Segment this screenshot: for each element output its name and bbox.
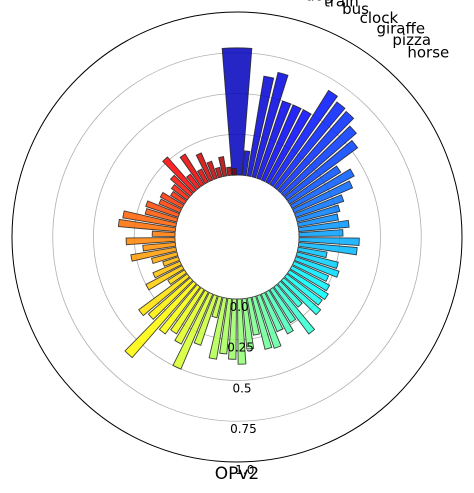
bar bbox=[170, 183, 191, 201]
bar bbox=[286, 269, 329, 301]
bar bbox=[293, 194, 345, 218]
bar bbox=[226, 166, 233, 177]
bar bbox=[186, 173, 201, 191]
category-label: bus bbox=[342, 0, 369, 18]
bar bbox=[169, 174, 194, 197]
category-label: dog bbox=[305, 0, 333, 4]
bar bbox=[142, 241, 177, 252]
bar bbox=[286, 165, 342, 205]
bar bbox=[256, 100, 292, 181]
bar bbox=[296, 213, 339, 228]
bar bbox=[277, 110, 355, 194]
category-labels: persontablecatdogtrainbusclockgiraffepiz… bbox=[305, 0, 449, 62]
bar bbox=[298, 237, 360, 247]
bar bbox=[162, 256, 181, 267]
bar bbox=[265, 109, 312, 185]
bar bbox=[124, 280, 197, 359]
bar bbox=[125, 237, 176, 246]
bar bbox=[122, 210, 178, 228]
bar bbox=[219, 297, 233, 355]
bar bbox=[251, 71, 289, 179]
bar bbox=[256, 293, 282, 349]
bar bbox=[246, 296, 260, 336]
bar bbox=[159, 191, 185, 209]
bar bbox=[298, 229, 344, 237]
bar bbox=[251, 295, 273, 350]
bar bbox=[214, 166, 223, 179]
bars bbox=[117, 47, 360, 370]
bar bbox=[296, 246, 328, 259]
bar bbox=[167, 269, 188, 285]
bar bbox=[196, 168, 209, 185]
bar bbox=[162, 156, 197, 194]
bar bbox=[179, 153, 205, 188]
bar bbox=[206, 160, 218, 181]
bar bbox=[277, 280, 303, 308]
bar bbox=[241, 150, 251, 177]
bar bbox=[283, 273, 323, 306]
radial-tick-label: 0.25 bbox=[227, 341, 254, 355]
bar bbox=[152, 260, 183, 279]
bar bbox=[295, 204, 341, 223]
bar bbox=[158, 198, 183, 214]
outer-boundary bbox=[11, 11, 463, 463]
bar bbox=[289, 265, 331, 292]
bar bbox=[293, 256, 340, 278]
chart-title: OPv2 bbox=[215, 464, 260, 484]
bar bbox=[289, 168, 355, 209]
bar bbox=[130, 246, 178, 262]
bar bbox=[280, 277, 322, 316]
category-label: train bbox=[324, 0, 359, 11]
bar bbox=[117, 218, 177, 233]
radial-tick-labels: 0.0 0.25 0.5 0.75 1.0 bbox=[227, 300, 257, 477]
radial-tick-label: 0.5 bbox=[232, 381, 251, 395]
bar bbox=[227, 298, 237, 360]
bar bbox=[170, 286, 205, 335]
radial-tick-label: 0.75 bbox=[230, 422, 257, 436]
bar bbox=[193, 293, 218, 346]
category-label: giraffe bbox=[376, 19, 425, 37]
radial-tick-label: 1.0 bbox=[235, 463, 254, 477]
bar bbox=[246, 75, 275, 178]
bar bbox=[208, 296, 228, 360]
bar bbox=[269, 89, 339, 188]
bar bbox=[291, 180, 354, 214]
bar bbox=[265, 289, 294, 335]
bar bbox=[291, 260, 330, 283]
bar bbox=[174, 289, 209, 345]
bar bbox=[231, 168, 237, 176]
bar bbox=[273, 101, 346, 191]
bar bbox=[283, 139, 359, 201]
category-label: pizza bbox=[392, 31, 431, 49]
bar bbox=[195, 152, 214, 183]
bar bbox=[297, 219, 350, 233]
bar bbox=[151, 230, 176, 237]
bar bbox=[218, 156, 228, 178]
bar bbox=[260, 291, 284, 333]
bar bbox=[273, 283, 316, 335]
bar bbox=[147, 277, 194, 320]
bar bbox=[138, 273, 191, 317]
bar bbox=[158, 283, 201, 335]
bar bbox=[144, 207, 179, 223]
bar bbox=[241, 297, 255, 350]
category-label: clock bbox=[360, 9, 399, 27]
bar bbox=[260, 104, 302, 183]
bar bbox=[150, 251, 179, 265]
bar bbox=[237, 298, 247, 365]
bar bbox=[269, 286, 297, 324]
radial-tick-label: 0.0 bbox=[230, 300, 249, 314]
bar bbox=[145, 200, 181, 218]
bar bbox=[169, 190, 188, 205]
bar bbox=[172, 291, 214, 370]
bar bbox=[297, 241, 358, 256]
bar bbox=[295, 251, 339, 269]
bar bbox=[211, 295, 223, 319]
bar bbox=[280, 125, 358, 197]
category-label: horse bbox=[407, 44, 449, 62]
bar bbox=[145, 265, 185, 291]
